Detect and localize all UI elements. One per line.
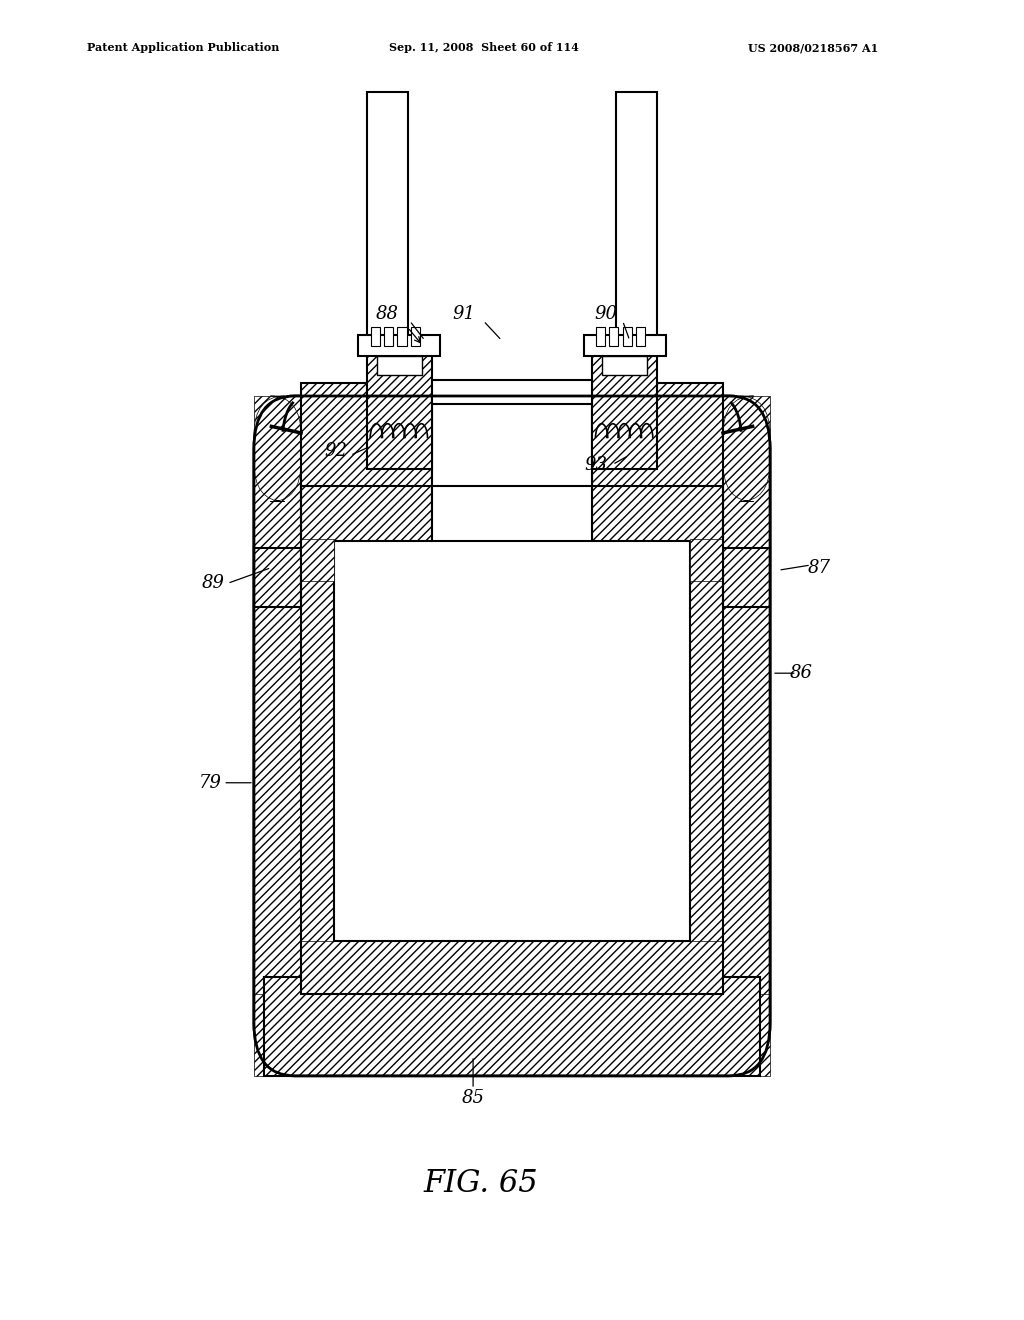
Text: Patent Application Publication: Patent Application Publication xyxy=(87,42,280,53)
FancyBboxPatch shape xyxy=(254,396,301,502)
Bar xyxy=(301,486,723,994)
Text: FIG. 65: FIG. 65 xyxy=(424,1168,539,1199)
Text: 86: 86 xyxy=(790,664,812,682)
Bar xyxy=(254,548,301,607)
Text: 88: 88 xyxy=(376,305,398,323)
Bar xyxy=(301,383,432,541)
Bar xyxy=(723,396,770,997)
Bar xyxy=(301,539,334,581)
Bar xyxy=(264,977,760,1076)
FancyBboxPatch shape xyxy=(723,396,770,502)
Bar xyxy=(254,396,301,997)
Text: 85: 85 xyxy=(462,1089,484,1107)
Text: 93: 93 xyxy=(585,455,607,474)
Bar xyxy=(592,383,723,541)
Text: 87: 87 xyxy=(808,558,830,577)
Bar xyxy=(623,327,632,346)
Bar xyxy=(384,327,393,346)
Bar xyxy=(432,383,592,541)
Bar xyxy=(596,327,605,346)
Bar xyxy=(636,327,645,346)
Bar xyxy=(592,343,657,469)
Bar xyxy=(367,92,408,350)
Text: 91: 91 xyxy=(453,305,475,323)
Bar xyxy=(723,548,770,607)
Bar xyxy=(432,380,592,404)
Text: US 2008/0218567 A1: US 2008/0218567 A1 xyxy=(748,42,878,53)
FancyBboxPatch shape xyxy=(254,396,770,1076)
Bar xyxy=(334,486,690,941)
Bar xyxy=(602,356,647,375)
Bar xyxy=(301,941,723,994)
Bar xyxy=(584,335,666,356)
Bar xyxy=(301,486,334,994)
Text: 79: 79 xyxy=(199,774,221,792)
Bar xyxy=(254,994,770,1076)
Text: 89: 89 xyxy=(202,574,224,593)
Bar xyxy=(367,343,432,469)
Bar xyxy=(690,539,723,581)
Bar xyxy=(377,356,422,375)
Bar xyxy=(411,327,420,346)
Bar xyxy=(690,486,723,994)
Text: Sep. 11, 2008  Sheet 60 of 114: Sep. 11, 2008 Sheet 60 of 114 xyxy=(389,42,579,53)
Bar xyxy=(371,327,380,346)
Bar xyxy=(358,335,440,356)
Text: 90: 90 xyxy=(595,305,617,323)
Bar xyxy=(609,327,618,346)
Bar xyxy=(616,92,657,350)
Text: 92: 92 xyxy=(325,442,347,461)
Bar xyxy=(397,327,407,346)
